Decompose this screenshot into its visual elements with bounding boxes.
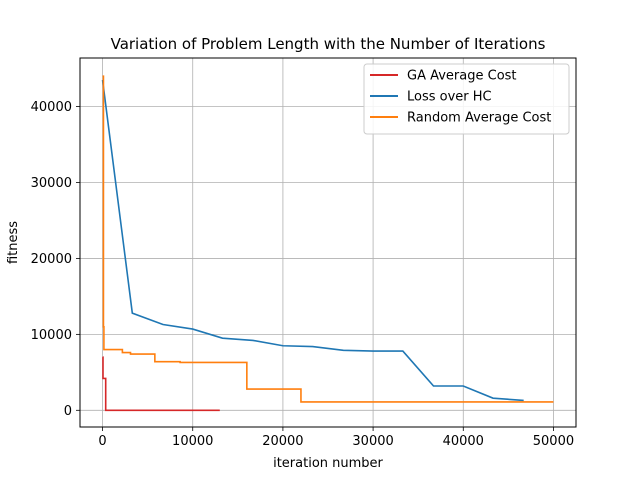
legend-box [363,63,570,135]
x-tick-label: 50000 [533,434,574,449]
y-axis-label: fitness [6,221,21,264]
series-line-random-average-cost [102,75,554,403]
legend-label: Loss over HC [407,90,492,105]
series-lines [101,75,554,412]
y-tick-label: 0 [64,404,72,419]
x-tick-label: 0 [98,434,106,449]
y-tick-label: 10000 [31,328,72,343]
y-tick-label: 40000 [31,100,72,115]
legend: GA Average Cost Loss over HC Random Averag… [363,63,570,135]
x-tick-label: 10000 [172,434,213,449]
y-tick-label: 20000 [31,252,72,267]
x-axis-label: iteration number [273,456,383,471]
chart-title: Variation of Problem Length with the Num… [111,35,546,53]
x-tick-label: 20000 [262,434,303,449]
x-tick-label: 30000 [352,434,393,449]
legend-label: GA Average Cost [407,69,517,84]
legend-label: Random Average Cost [407,111,551,126]
axis-ticks: 0 10000 20000 30000 40000 50000 0 10000 20000 300… [31,100,574,449]
series-line-loss-over-hc [101,79,524,402]
series-line-ga-average-cost [102,356,220,412]
x-tick-label: 40000 [443,434,484,449]
plot-frame [79,57,577,428]
y-tick-label: 30000 [31,176,72,191]
